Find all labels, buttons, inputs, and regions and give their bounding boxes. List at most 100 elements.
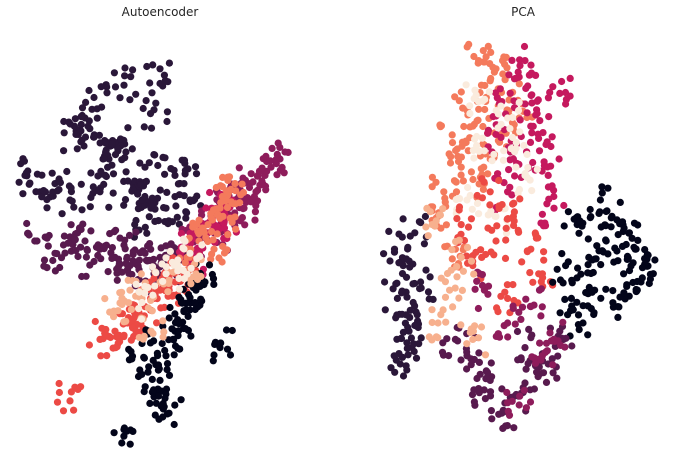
pca-point [460,236,469,245]
autoencoder-point [161,218,169,226]
autoencoder-point [171,319,180,327]
pca-point [528,353,536,361]
pca-point [509,281,517,289]
autoencoder-point [118,439,126,447]
pca-point [404,351,412,359]
pca-point [510,424,518,432]
autoencoder-point [129,66,137,74]
pca-point [409,298,417,307]
pca-point [604,184,612,192]
pca-point [509,302,517,310]
pca-point [474,116,482,124]
pca-point [446,286,454,294]
pca-point [574,311,583,319]
autoencoder-point [150,151,158,159]
autoencoder-point [200,229,208,237]
autoencoder-point [142,97,150,105]
pca-point [530,301,538,309]
pca-point [595,209,603,217]
pca-point [420,240,428,248]
autoencoder-point [171,193,179,201]
autoencoder-point [80,142,88,150]
pca-point [469,175,477,184]
autoencoder-point [70,203,78,211]
autoencoder-point [237,191,245,199]
pca-point [625,267,634,275]
autoencoder-point [228,326,236,335]
pca-point [497,102,505,110]
autoencoder-point [98,103,106,111]
autoencoder-point [149,386,158,394]
autoencoder-point [187,280,195,288]
autoencoder-point [102,146,110,154]
autoencoder-point [53,398,62,406]
pca-point [564,208,573,216]
autoencoder-point [213,223,221,231]
autoencoder-point [141,192,149,201]
pca-point [508,56,516,64]
autoencoder-point [186,197,194,206]
autoencoder-point [113,265,121,273]
autoencoder-point [192,170,201,178]
autoencoder-point [251,208,259,216]
autoencoder-point [125,231,134,239]
pca-point [469,146,477,154]
autoencoder-point [77,120,85,129]
autoencoder-point [77,180,85,188]
autoencoder-point [150,255,158,263]
autoencoder-point [144,283,152,292]
pca-point [424,232,432,240]
pca-point [602,236,610,244]
autoencoder-point [60,147,68,155]
autoencoder-point [171,310,179,318]
pca-point [560,222,568,230]
autoencoder-point [120,241,128,249]
pca-point [520,42,529,51]
autoencoder-point [118,288,126,296]
autoencoder-point [128,145,136,153]
autoencoder-point [151,282,159,290]
pca-point [484,42,492,51]
pca-point [421,212,429,221]
pca-point [558,77,566,86]
pca-point [556,276,565,284]
pca-point [452,195,460,204]
pca-point [503,388,511,397]
autoencoder-point [139,104,147,113]
autoencoder-point [161,346,169,355]
autoencoder-point [31,237,39,245]
pca-point [484,170,492,178]
pca-point [510,172,519,180]
pca-point [467,168,475,176]
pca-point [467,215,475,223]
autoencoder-point [127,73,135,81]
pca-point [523,150,531,158]
pca-point [528,187,536,195]
pca-point [506,125,514,133]
autoencoder-points [15,59,292,448]
pca-point [545,195,553,203]
autoencoder-point [224,231,232,239]
autoencoder-point [90,257,98,266]
pca-point [574,264,582,272]
autoencoder-point [101,295,109,303]
autoencoder-point [131,246,139,254]
autoencoder-point [278,163,286,171]
pca-point [521,57,529,65]
autoencoder-point [218,183,226,191]
autoencoder-point [15,178,23,186]
autoencoder-point [40,187,48,195]
autoencoder-point [152,99,160,107]
pca-point [548,182,556,190]
autoencoder-point [149,61,157,69]
pca-point [498,201,506,209]
pca-point [597,294,605,302]
autoencoder-point [168,325,176,333]
autoencoder-point [139,335,147,343]
autoencoder-point [235,164,243,172]
autoencoder-point [156,79,164,88]
pca-point [593,242,601,250]
pca-point [566,74,574,82]
pca-point [450,177,459,185]
